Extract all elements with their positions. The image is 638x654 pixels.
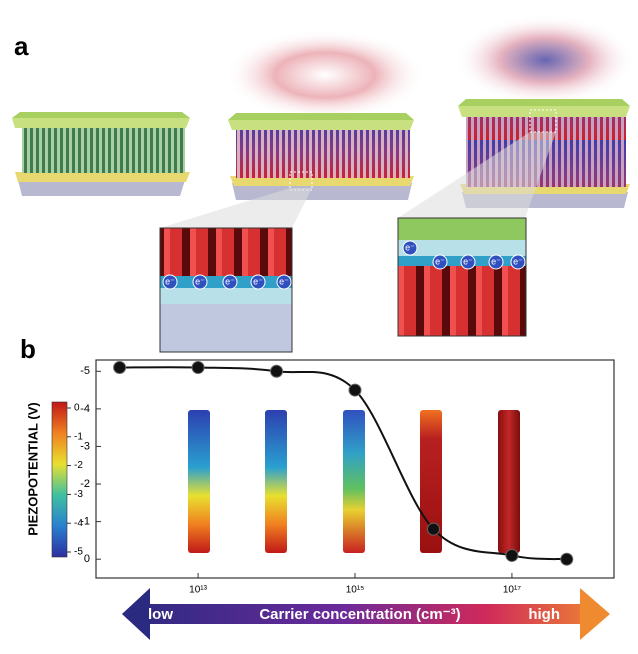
data-point xyxy=(427,523,439,535)
colorbar-tick-label: -2 xyxy=(74,460,83,471)
electron-label: e⁻ xyxy=(513,256,523,266)
y-tick-label: -5 xyxy=(80,365,90,377)
arrow-high: high xyxy=(528,606,560,623)
panel-b: b PIEZOPOTENTIAL (V) low Carrier concent… xyxy=(20,334,614,640)
inset-high xyxy=(398,218,526,336)
x-tick-label: 10¹⁷ xyxy=(503,585,521,596)
wave xyxy=(225,30,425,120)
device-unstrained xyxy=(12,112,190,196)
data-point xyxy=(349,384,361,396)
panel-label: a xyxy=(14,31,29,61)
electron-label: e⁻ xyxy=(195,276,205,286)
data-point xyxy=(506,549,518,561)
electron-label: e⁻ xyxy=(165,276,175,286)
colorbar-tick-label: -5 xyxy=(74,547,83,558)
x-tick-label: 10¹³ xyxy=(189,585,207,596)
electron-label: e⁻ xyxy=(253,276,263,286)
colorbar-tick-label: -1 xyxy=(74,431,83,442)
figure: a xyxy=(0,0,638,649)
electron-label: e⁻ xyxy=(279,276,289,286)
x-tick-label: 10¹⁵ xyxy=(346,585,365,596)
colorbar xyxy=(52,402,67,557)
y-tick-label: -4 xyxy=(80,403,90,415)
colorbar-tick-label: -3 xyxy=(74,489,83,500)
electron-label: e⁻ xyxy=(463,256,473,266)
device-low-carrier xyxy=(228,113,414,200)
electron-label: e⁻ xyxy=(435,256,445,266)
panel-label: b xyxy=(20,334,36,364)
arrow-low: low xyxy=(148,606,173,623)
electron-label: e⁻ xyxy=(491,256,501,266)
wave xyxy=(455,15,635,105)
y-tick-label: 0 xyxy=(84,553,90,565)
data-point xyxy=(561,553,573,565)
colorbar-tick-label: -4 xyxy=(74,518,83,529)
arrow-label: Carrier concentration (cm⁻³) xyxy=(259,606,460,623)
data-point xyxy=(271,365,283,377)
electron-label: e⁻ xyxy=(405,242,415,252)
colorbar-tick-label: 0 xyxy=(74,403,80,414)
carrier-arrow: low Carrier concentration (cm⁻³) high xyxy=(122,588,610,640)
inset-low xyxy=(160,228,292,352)
y-axis-label: PIEZOPOTENTIAL (V) xyxy=(25,402,40,535)
electron-label: e⁻ xyxy=(225,276,235,286)
panel-a: a xyxy=(12,15,635,352)
data-point xyxy=(114,362,126,374)
data-point xyxy=(192,362,204,374)
